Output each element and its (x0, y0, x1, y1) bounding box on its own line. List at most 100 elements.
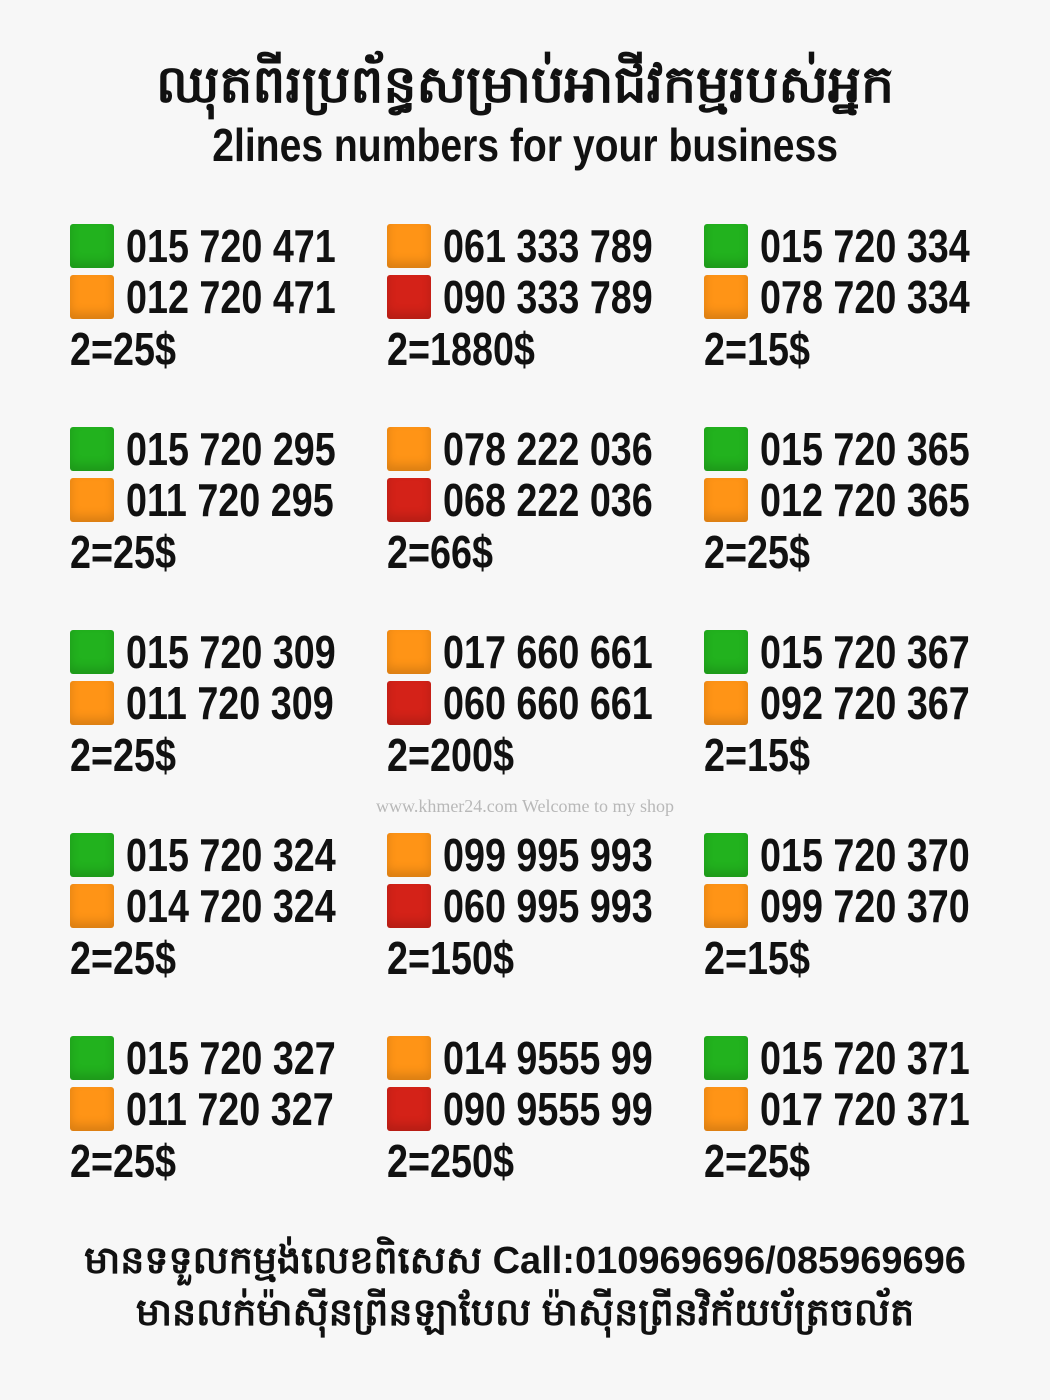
phone-line: 012 720 365 (704, 474, 1016, 526)
phone-line: 068 222 036 (387, 474, 699, 526)
phone-number: 017 660 661 (443, 626, 653, 678)
phone-number: 092 720 367 (760, 677, 970, 729)
carrier-green-square-icon (704, 630, 748, 674)
phone-line: 014 720 324 (70, 880, 382, 932)
phone-line: 011 720 295 (70, 474, 379, 526)
set-price: 2=15$ (704, 729, 810, 781)
phone-line: 015 720 309 (70, 626, 382, 678)
set-price: 2=25$ (70, 1135, 176, 1187)
carrier-green-square-icon (70, 1036, 114, 1080)
phone-line: 011 720 309 (70, 677, 379, 729)
number-set: 014 9555 99 090 9555 99 2=250$ (387, 1032, 687, 1204)
carrier-red-square-icon (387, 275, 431, 319)
page-title-english: 2lines numbers for your business (0, 118, 1050, 172)
phone-number: 099 995 993 (443, 829, 653, 881)
phone-line: 090 333 789 (387, 271, 699, 323)
phone-number: 011 720 295 (126, 474, 334, 526)
phone-line: 078 222 036 (387, 423, 699, 475)
phone-line: 017 720 371 (704, 1083, 1016, 1135)
phone-line: 015 720 327 (70, 1032, 382, 1084)
phone-number: 060 660 661 (443, 677, 653, 729)
carrier-orange-square-icon (387, 833, 431, 877)
phone-number: 017 720 371 (760, 1083, 970, 1135)
set-price: 2=200$ (387, 729, 514, 781)
set-price: 2=25$ (70, 526, 176, 578)
phone-number: 012 720 365 (760, 474, 970, 526)
number-set: 015 720 367 092 720 367 2=15$ (704, 626, 1004, 798)
phone-number: 061 333 789 (443, 220, 653, 272)
phone-number: 068 222 036 (443, 474, 653, 526)
carrier-green-square-icon (70, 833, 114, 877)
phone-number: 090 333 789 (443, 271, 653, 323)
set-price: 2=66$ (387, 526, 493, 578)
phone-line: 014 9555 99 (387, 1032, 699, 1084)
number-set: 015 720 334 078 720 334 2=15$ (704, 220, 1004, 392)
carrier-red-square-icon (387, 478, 431, 522)
set-price: 2=250$ (387, 1135, 514, 1187)
number-set: 015 720 324 014 720 324 2=25$ (70, 829, 370, 1001)
carrier-orange-square-icon (70, 478, 114, 522)
carrier-orange-square-icon (704, 884, 748, 928)
carrier-green-square-icon (704, 224, 748, 268)
phone-line: 078 720 334 (704, 271, 1016, 323)
phone-line: 060 995 993 (387, 880, 699, 932)
phone-line: 015 720 334 (704, 220, 1016, 272)
number-set: 015 720 327 011 720 327 2=25$ (70, 1032, 370, 1204)
phone-line: 012 720 471 (70, 271, 382, 323)
phone-line: 015 720 371 (704, 1032, 1016, 1084)
carrier-orange-square-icon (70, 1087, 114, 1131)
phone-number: 015 720 371 (760, 1032, 970, 1084)
set-price: 2=15$ (704, 932, 810, 984)
phone-number: 060 995 993 (443, 880, 653, 932)
phone-line: 015 720 324 (70, 829, 382, 881)
carrier-green-square-icon (70, 427, 114, 471)
number-set: 017 660 661 060 660 661 2=200$ (387, 626, 687, 798)
carrier-orange-square-icon (387, 224, 431, 268)
phone-number: 015 720 295 (126, 423, 336, 475)
phone-number: 015 720 309 (126, 626, 336, 678)
number-set: 015 720 309 011 720 309 2=25$ (70, 626, 370, 798)
set-price: 2=25$ (704, 1135, 810, 1187)
phone-line: 090 9555 99 (387, 1083, 699, 1135)
carrier-green-square-icon (704, 427, 748, 471)
number-set: 078 222 036 068 222 036 2=66$ (387, 423, 687, 595)
carrier-orange-square-icon (704, 275, 748, 319)
phone-number: 078 222 036 (443, 423, 653, 475)
phone-number: 015 720 367 (760, 626, 970, 678)
phone-line: 015 720 365 (704, 423, 1016, 475)
phone-line: 061 333 789 (387, 220, 699, 272)
carrier-orange-square-icon (704, 1087, 748, 1131)
phone-line: 099 995 993 (387, 829, 699, 881)
carrier-orange-square-icon (387, 1036, 431, 1080)
carrier-red-square-icon (387, 884, 431, 928)
phone-number: 015 720 324 (126, 829, 336, 881)
carrier-orange-square-icon (70, 681, 114, 725)
phone-number: 015 720 365 (760, 423, 970, 475)
set-price: 2=15$ (704, 323, 810, 375)
carrier-orange-square-icon (387, 427, 431, 471)
phone-number: 090 9555 99 (443, 1083, 653, 1135)
phone-number: 015 720 327 (126, 1032, 336, 1084)
phone-number: 099 720 370 (760, 880, 970, 932)
carrier-orange-square-icon (387, 630, 431, 674)
number-set: 015 720 371 017 720 371 2=25$ (704, 1032, 1004, 1204)
phone-line: 092 720 367 (704, 677, 1016, 729)
carrier-green-square-icon (704, 833, 748, 877)
set-price: 2=150$ (387, 932, 514, 984)
phone-number: 011 720 327 (126, 1083, 334, 1135)
phone-line: 099 720 370 (704, 880, 1016, 932)
number-set: 015 720 370 099 720 370 2=15$ (704, 829, 1004, 1001)
phone-number: 015 720 334 (760, 220, 970, 272)
phone-line: 015 720 295 (70, 423, 382, 475)
phone-line: 060 660 661 (387, 677, 699, 729)
carrier-orange-square-icon (70, 275, 114, 319)
number-set: 015 720 365 012 720 365 2=25$ (704, 423, 1004, 595)
phone-line: 011 720 327 (70, 1083, 379, 1135)
number-set: 015 720 471 012 720 471 2=25$ (70, 220, 370, 392)
phone-line: 015 720 367 (704, 626, 1016, 678)
carrier-green-square-icon (704, 1036, 748, 1080)
carrier-green-square-icon (70, 630, 114, 674)
phone-number: 015 720 471 (126, 220, 336, 272)
page-title-english-text: 2lines numbers for your business (212, 119, 838, 171)
set-price: 2=25$ (70, 323, 176, 375)
